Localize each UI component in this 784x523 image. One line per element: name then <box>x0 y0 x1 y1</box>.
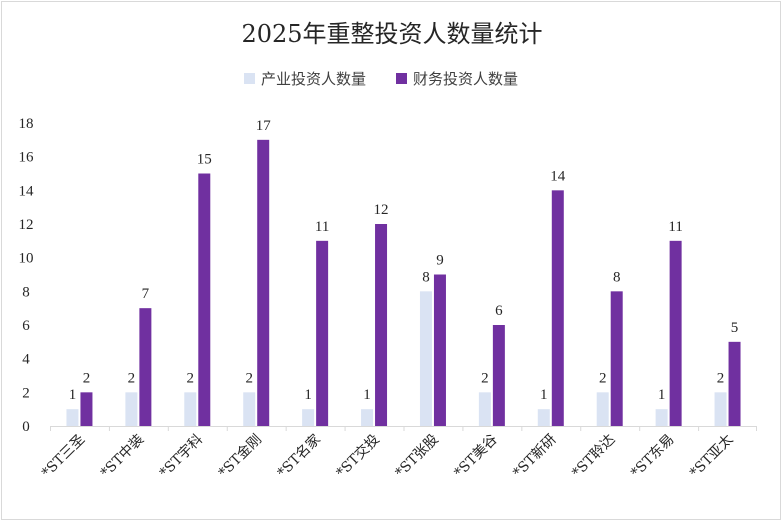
y-tick-label: 12 <box>19 217 34 233</box>
data-label-industrial: 1 <box>658 387 666 403</box>
x-category-label: *ST聆达 <box>569 432 618 481</box>
x-category-label: *ST名家 <box>274 431 324 481</box>
data-label-industrial: 2 <box>187 370 195 386</box>
x-category-label: *ST东易 <box>628 432 677 481</box>
bar-financial <box>375 224 388 426</box>
y-tick-label: 4 <box>22 352 30 368</box>
data-label-financial: 15 <box>197 152 212 168</box>
data-label-financial: 8 <box>613 269 621 285</box>
data-label-financial: 11 <box>668 219 682 235</box>
data-label-financial: 7 <box>142 286 150 302</box>
data-label-financial: 14 <box>550 168 566 184</box>
bar-financial <box>198 173 211 426</box>
bar-industrial <box>537 409 550 426</box>
bars <box>66 139 741 427</box>
y-tick-label: 2 <box>22 385 30 401</box>
bar-industrial <box>655 409 668 426</box>
legend-swatch-financial <box>396 73 407 84</box>
data-label-financial: 11 <box>315 219 329 235</box>
data-label-financial: 5 <box>731 320 739 336</box>
data-label-industrial: 8 <box>422 269 430 285</box>
y-tick-label: 18 <box>19 116 34 132</box>
x-category-label: *ST中装 <box>98 432 147 481</box>
bar-industrial <box>478 392 491 426</box>
bar-industrial <box>714 392 727 426</box>
bar-industrial <box>184 392 197 426</box>
bar-industrial <box>419 291 432 426</box>
bar-industrial <box>596 392 609 426</box>
data-label-financial: 2 <box>83 370 91 386</box>
y-axis: 0 2 4 6 8 10 12 14 16 18 <box>19 116 35 435</box>
legend: 产业投资人数量 财务投资人数量 <box>244 70 518 88</box>
bar-financial <box>80 392 93 426</box>
data-label-industrial: 1 <box>304 387 312 403</box>
data-label-industrial: 2 <box>481 370 489 386</box>
x-category-label: *ST三圣 <box>39 432 88 481</box>
data-label-financial: 9 <box>436 253 444 269</box>
y-tick-label: 8 <box>22 284 30 300</box>
x-category-label: *ST宇科 <box>157 432 206 481</box>
bar-industrial <box>243 392 256 426</box>
x-category-label: *ST交投 <box>333 431 383 481</box>
bar-financial <box>551 190 564 426</box>
data-label-industrial: 2 <box>128 370 136 386</box>
x-category-label: *ST亚太 <box>687 432 736 481</box>
data-label-industrial: 2 <box>245 370 253 386</box>
data-label-financial: 17 <box>256 118 272 134</box>
bar-financial <box>433 274 446 426</box>
data-label-industrial: 1 <box>363 387 371 403</box>
chart-title: 2025年重整投资人数量统计 <box>241 20 542 48</box>
data-label-industrial: 1 <box>540 387 548 403</box>
data-label-industrial: 2 <box>717 370 725 386</box>
data-label-industrial: 2 <box>599 370 607 386</box>
bar-financial <box>728 341 741 426</box>
y-tick-label: 10 <box>19 251 34 267</box>
bar-financial <box>257 139 270 427</box>
bar-industrial <box>302 409 315 426</box>
x-category-label: *ST新研 <box>510 432 559 481</box>
bar-financial <box>492 325 505 426</box>
x-axis: *ST三圣 *ST中装 *ST宇科 *ST金刚 *ST名家 *ST交投 *ST张股 *ST美谷… <box>39 426 757 481</box>
y-tick-label: 14 <box>19 183 35 199</box>
bar-financial <box>610 291 623 426</box>
data-label-financial: 6 <box>495 303 503 319</box>
data-label-financial: 12 <box>374 202 389 218</box>
bar-industrial <box>361 409 374 426</box>
x-category-label: *ST张股 <box>392 432 441 481</box>
y-tick-label: 6 <box>22 318 30 334</box>
legend-swatch-industrial <box>244 73 255 84</box>
legend-label-financial: 财务投资人数量 <box>413 70 518 88</box>
data-label-industrial: 1 <box>69 387 77 403</box>
bar-financial <box>316 240 329 426</box>
x-category-label: *ST美谷 <box>451 432 500 481</box>
bar-industrial <box>125 392 138 426</box>
bar-financial <box>139 308 152 426</box>
bar-financial <box>669 240 682 426</box>
y-tick-label: 16 <box>19 150 35 166</box>
legend-label-industrial: 产业投资人数量 <box>261 70 366 88</box>
y-tick-label: 0 <box>22 419 30 435</box>
x-category-label: *ST金刚 <box>216 432 265 481</box>
bar-industrial <box>66 409 79 426</box>
